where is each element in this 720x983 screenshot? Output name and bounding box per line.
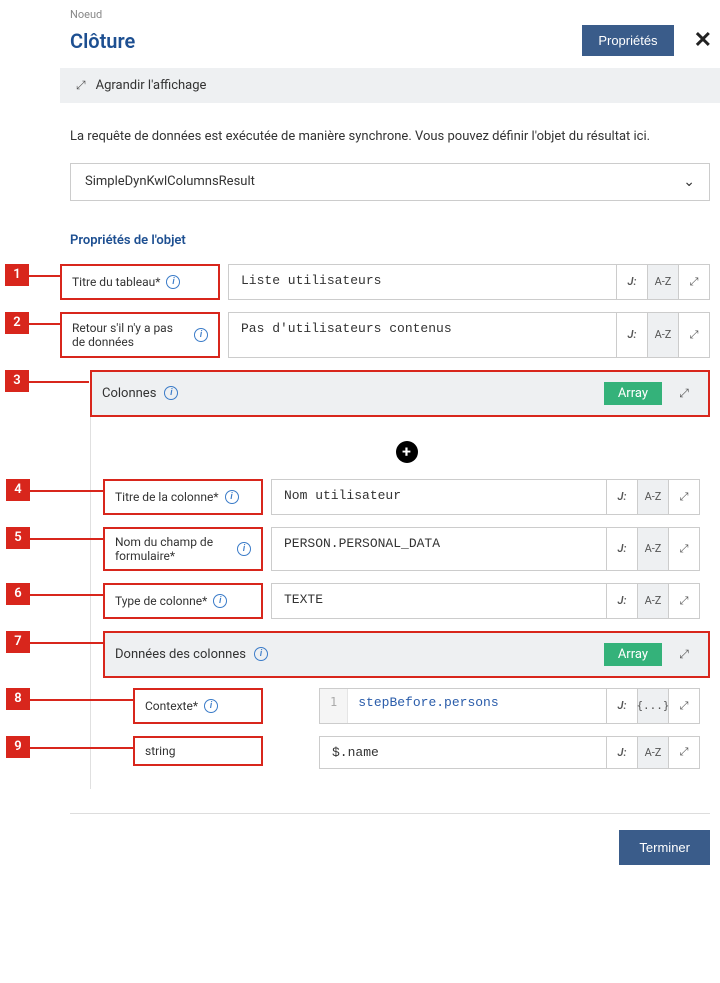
close-icon[interactable]: ✕ bbox=[686, 28, 720, 53]
callout-1: 1 bbox=[5, 264, 29, 286]
label-no-data-return: Retour s'il n'y a pas de données i bbox=[60, 312, 220, 358]
sort-az-button[interactable]: A-Z bbox=[647, 312, 679, 358]
string-input[interactable]: $.name bbox=[319, 736, 607, 769]
info-icon[interactable]: i bbox=[213, 594, 227, 608]
context-code-input[interactable]: 1 stepBefore.persons bbox=[319, 688, 607, 724]
column-type-input[interactable]: TEXTE bbox=[271, 583, 607, 619]
js-toggle[interactable]: J: bbox=[606, 736, 638, 769]
callout-5: 5 bbox=[6, 527, 30, 549]
breadcrumb: Noeud bbox=[60, 0, 720, 25]
column-data-array-header[interactable]: Données des colonnes i Array ⤢ bbox=[103, 631, 710, 678]
callout-9: 9 bbox=[6, 736, 30, 758]
array-badge: Array bbox=[604, 643, 662, 666]
expand-field-button[interactable]: ⤢ bbox=[668, 688, 700, 724]
expand-field-button[interactable]: ⤢ bbox=[668, 583, 700, 619]
columns-array-header[interactable]: Colonnes i Array ⤢ bbox=[90, 370, 710, 417]
info-icon[interactable]: i bbox=[225, 490, 239, 504]
expand-field-button[interactable]: ⤢ bbox=[678, 312, 710, 358]
js-toggle[interactable]: J: bbox=[606, 479, 638, 515]
expand-field-button[interactable]: ⤢ bbox=[678, 264, 710, 300]
no-data-input[interactable]: Pas d'utilisateurs contenus bbox=[228, 312, 617, 358]
expand-icon[interactable]: ⤢ bbox=[670, 647, 698, 662]
label-string: string bbox=[133, 736, 263, 766]
js-toggle[interactable]: J: bbox=[606, 583, 638, 619]
info-icon[interactable]: i bbox=[166, 275, 180, 289]
description-text: La requête de données est exécutée de ma… bbox=[60, 103, 720, 163]
callout-4: 4 bbox=[6, 479, 30, 501]
info-icon[interactable]: i bbox=[254, 647, 268, 661]
expand-icon[interactable]: ⤢ bbox=[670, 386, 698, 401]
expand-icon: ⤢ bbox=[76, 78, 86, 93]
info-icon[interactable]: i bbox=[164, 386, 178, 400]
js-toggle[interactable]: J: bbox=[616, 264, 648, 300]
sort-az-button[interactable]: A-Z bbox=[647, 264, 679, 300]
select-value: SimpleDynKwlColumnsResult bbox=[85, 174, 683, 189]
expand-display-bar[interactable]: ⤢ Agrandir l'affichage bbox=[60, 68, 720, 103]
properties-button[interactable]: Propriétés bbox=[582, 25, 673, 56]
line-number: 1 bbox=[320, 689, 348, 723]
js-toggle[interactable]: J: bbox=[606, 527, 638, 571]
label-column-title: Titre de la colonne* i bbox=[103, 479, 263, 515]
sort-az-button[interactable]: A-Z bbox=[637, 479, 669, 515]
array-badge: Array bbox=[604, 382, 662, 405]
form-field-input[interactable]: PERSON.PERSONAL_DATA bbox=[271, 527, 607, 571]
callout-3: 3 bbox=[5, 370, 29, 392]
add-item-button[interactable]: + bbox=[396, 441, 418, 463]
callout-7: 7 bbox=[6, 631, 30, 653]
expand-field-button[interactable]: ⤢ bbox=[668, 479, 700, 515]
table-title-input[interactable]: Liste utilisateurs bbox=[228, 264, 617, 300]
label-form-field: Nom du champ de formulaire* i bbox=[103, 527, 263, 571]
expand-label: Agrandir l'affichage bbox=[96, 78, 207, 93]
expand-field-button[interactable]: ⤢ bbox=[668, 736, 700, 769]
callout-6: 6 bbox=[6, 583, 30, 605]
object-properties-title: Propriétés de l'objet bbox=[60, 201, 720, 264]
label-context: Contexte* i bbox=[133, 688, 263, 724]
info-icon[interactable]: i bbox=[194, 328, 208, 342]
label-table-title: Titre du tableau* i bbox=[60, 264, 220, 300]
chevron-down-icon: ⌄ bbox=[683, 174, 695, 190]
page-title: Clôture bbox=[70, 29, 582, 53]
info-icon[interactable]: i bbox=[237, 542, 251, 556]
result-type-select[interactable]: SimpleDynKwlColumnsResult ⌄ bbox=[70, 163, 710, 201]
js-toggle[interactable]: J: bbox=[606, 688, 638, 724]
sort-az-button[interactable]: A-Z bbox=[637, 736, 669, 769]
bracket-button[interactable]: {...} bbox=[637, 688, 669, 724]
expand-field-button[interactable]: ⤢ bbox=[668, 527, 700, 571]
js-toggle[interactable]: J: bbox=[616, 312, 648, 358]
sort-az-button[interactable]: A-Z bbox=[637, 527, 669, 571]
callout-8: 8 bbox=[6, 688, 30, 710]
callout-2: 2 bbox=[5, 312, 29, 334]
finish-button[interactable]: Terminer bbox=[619, 830, 710, 865]
column-title-input[interactable]: Nom utilisateur bbox=[271, 479, 607, 515]
info-icon[interactable]: i bbox=[204, 699, 218, 713]
label-column-type: Type de colonne* i bbox=[103, 583, 263, 619]
sort-az-button[interactable]: A-Z bbox=[637, 583, 669, 619]
